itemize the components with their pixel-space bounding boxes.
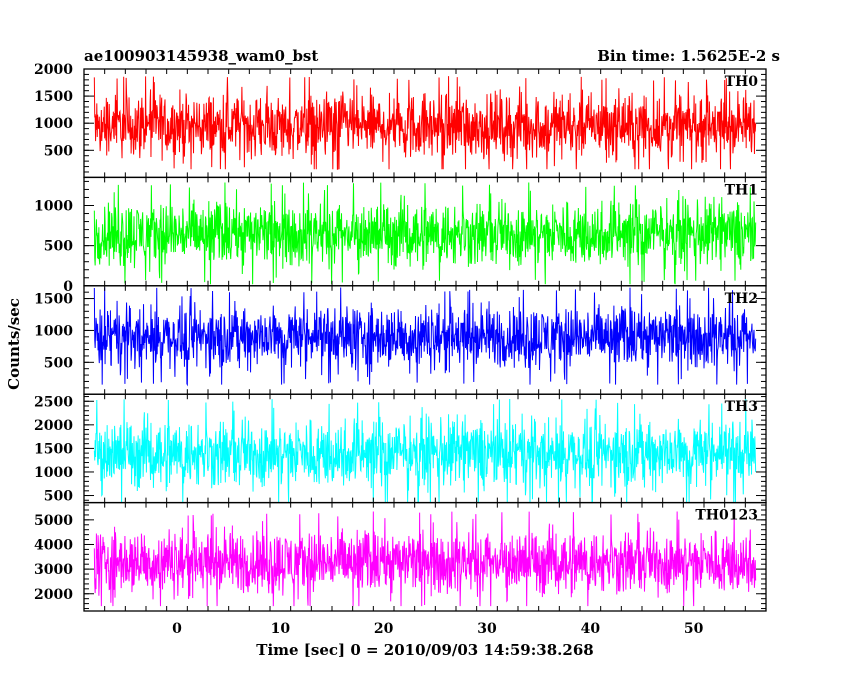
y-tick-label: 1500 [34, 441, 73, 457]
y-tick-label: 1000 [34, 199, 73, 215]
y-tick-label: 500 [44, 489, 73, 505]
x-tick-label: 30 [477, 621, 497, 637]
x-tick-label: 10 [271, 621, 291, 637]
y-tick-label: 2000 [34, 587, 73, 603]
y-tick-label: 1000 [34, 465, 73, 481]
x-tick-label: 50 [684, 621, 704, 637]
series-trace-th2 [93, 287, 757, 387]
panel-label-th3: TH3 [725, 399, 758, 415]
panel-label-th0: TH0 [725, 74, 759, 90]
y-tick-label: 2000 [34, 62, 73, 78]
x-tick-label: 20 [374, 621, 394, 637]
y-tick-label: 1000 [34, 323, 73, 339]
y-tick-label: 2500 [34, 394, 73, 410]
series-trace-th1 [93, 182, 757, 285]
y-tick-label: 500 [44, 143, 73, 159]
chart-title: ae100903145938_wam0_bst [84, 47, 318, 65]
x-axis-label: Time [sec] 0 = 2010/09/03 14:59:38.268 [256, 641, 593, 659]
panel-label-th2: TH2 [725, 291, 758, 307]
series-trace-th0123 [93, 511, 757, 607]
y-tick-label: 3000 [34, 562, 73, 578]
y-tick-label: 500 [44, 239, 73, 255]
y-tick-label: 1500 [34, 89, 73, 105]
y-tick-label: 2000 [34, 418, 73, 434]
panel-frame-th0123 [83, 501, 767, 612]
series-trace-th3 [93, 398, 757, 504]
y-tick-label: 500 [44, 355, 73, 371]
y-tick-label: 5000 [34, 513, 73, 529]
y-tick-label: 4000 [34, 537, 73, 553]
panel-label-th1: TH1 [725, 182, 758, 198]
y-tick-label: 1000 [34, 116, 73, 132]
panels-group: TH0500100015002000TH105001000TH250010001… [34, 62, 767, 637]
y-tick-label: 1500 [34, 292, 73, 308]
series-trace-th0 [93, 76, 757, 170]
x-tick-label: 0 [172, 621, 182, 637]
y-tick-label: 0 [63, 279, 73, 295]
bin-time-label: Bin time: 1.5625E-2 s [597, 47, 780, 65]
x-tick-label: 40 [581, 621, 601, 637]
panel-label-th0123: TH0123 [695, 508, 758, 524]
y-axis-label: Counts/sec [5, 298, 23, 390]
